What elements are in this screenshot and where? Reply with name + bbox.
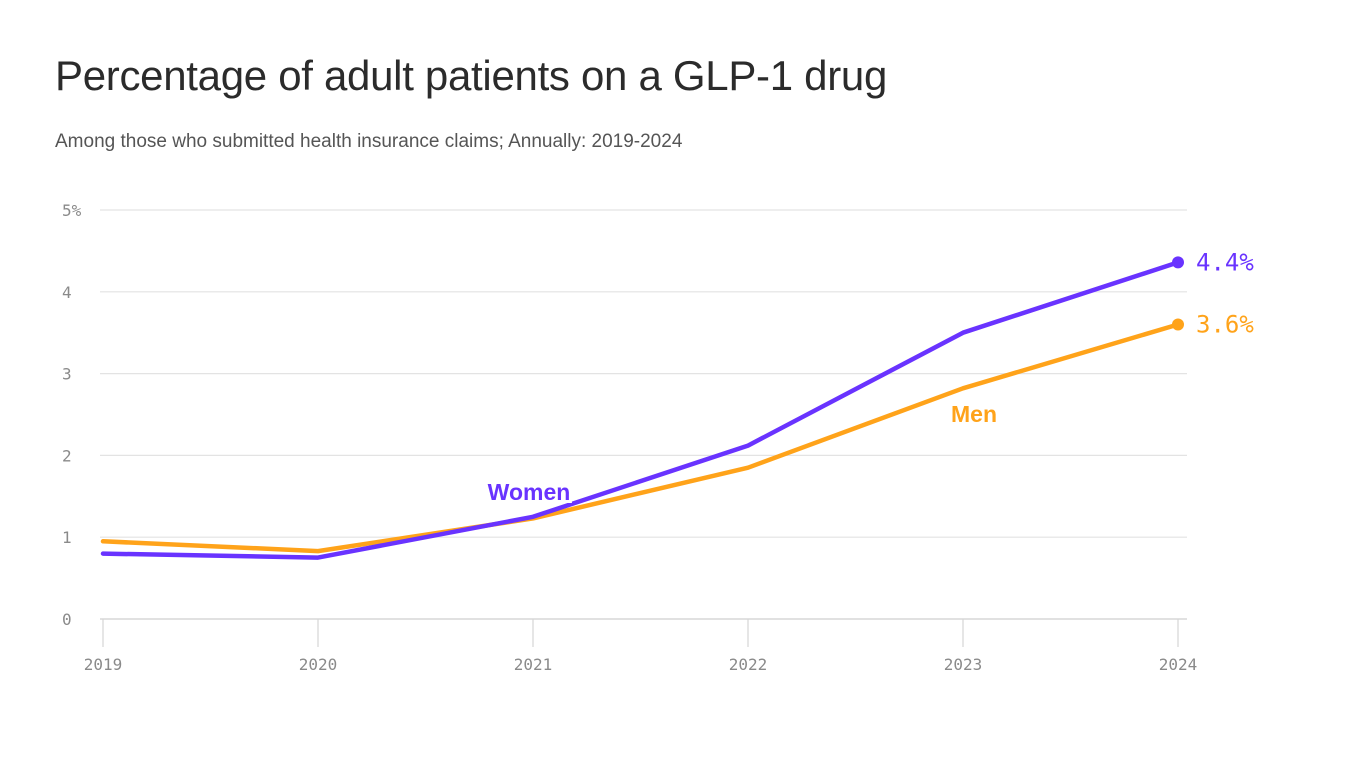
series-line-women xyxy=(100,260,1181,560)
y-tick-label: 4 xyxy=(62,283,72,302)
y-tick-label: 0 xyxy=(62,610,72,629)
chart-title: Percentage of adult patients on a GLP-1 … xyxy=(55,52,888,99)
y-tick-label: 3 xyxy=(62,365,72,384)
y-tick-label: 2 xyxy=(62,446,72,465)
x-tick-label: 2021 xyxy=(514,655,553,674)
end-point-men xyxy=(1172,318,1184,331)
x-tick-label: 2019 xyxy=(84,655,123,674)
series-line-men xyxy=(100,322,1181,554)
end-value-label-women: 4.4% xyxy=(1196,248,1254,276)
x-tick-label: 2023 xyxy=(944,655,983,674)
end-point-women xyxy=(1172,256,1184,269)
x-tick-label: 2020 xyxy=(299,655,338,674)
chart-subtitle: Among those who submitted health insuran… xyxy=(55,131,683,152)
y-tick-label: 5% xyxy=(62,201,82,220)
y-tick-label: 1 xyxy=(62,528,72,547)
x-tick-label: 2022 xyxy=(729,655,768,674)
x-tick-label: 2024 xyxy=(1159,655,1198,674)
series-label-men: Men xyxy=(951,401,997,427)
end-value-label-men: 3.6% xyxy=(1196,311,1254,339)
series-label-women: Women xyxy=(488,479,571,505)
